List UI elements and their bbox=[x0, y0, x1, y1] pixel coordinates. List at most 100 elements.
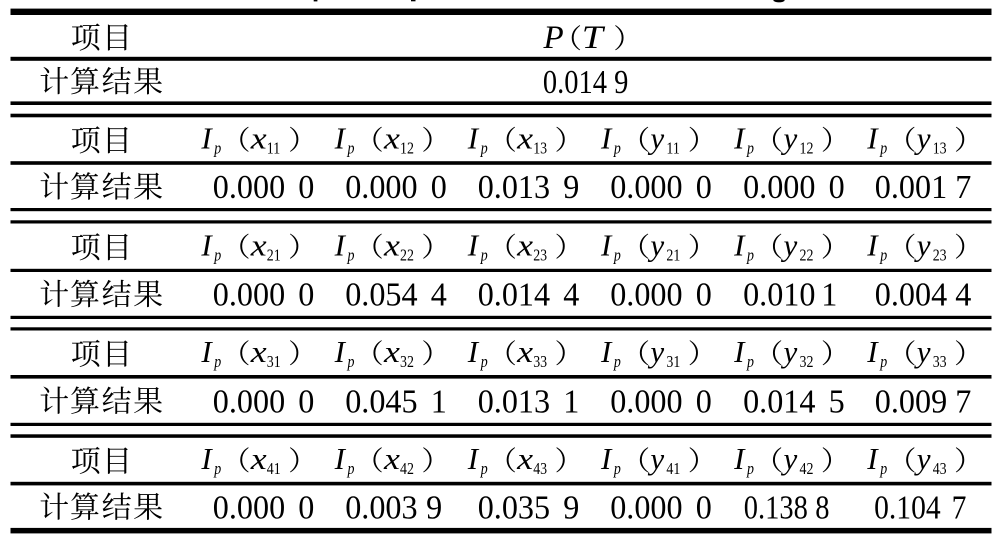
svg-text:y: y bbox=[914, 121, 931, 156]
svg-text:12: 12 bbox=[400, 139, 414, 158]
svg-text:p: p bbox=[879, 353, 887, 372]
svg-text:y: y bbox=[914, 441, 931, 476]
svg-text:x: x bbox=[383, 228, 400, 263]
svg-text:23: 23 bbox=[533, 246, 547, 265]
svg-text:I: I bbox=[200, 334, 213, 369]
svg-text:23: 23 bbox=[933, 246, 947, 265]
svg-text:x: x bbox=[383, 441, 400, 476]
svg-text:P: P bbox=[543, 20, 564, 56]
svg-text:p: p bbox=[879, 139, 887, 158]
svg-text:I: I bbox=[467, 121, 480, 156]
svg-text:I: I bbox=[733, 334, 746, 369]
svg-text:T: T bbox=[582, 20, 606, 56]
svg-text:p: p bbox=[613, 353, 621, 372]
svg-text:I: I bbox=[600, 121, 613, 156]
svg-text:p: p bbox=[613, 139, 621, 158]
svg-text:y: y bbox=[914, 228, 931, 263]
svg-text:I: I bbox=[334, 121, 347, 156]
svg-text:p: p bbox=[746, 353, 754, 372]
svg-text:p: p bbox=[213, 460, 221, 479]
svg-text:31: 31 bbox=[267, 353, 281, 372]
svg-text:p: p bbox=[613, 460, 621, 479]
svg-text:13: 13 bbox=[933, 139, 947, 158]
svg-text:22: 22 bbox=[400, 246, 414, 265]
svg-text:p: p bbox=[347, 246, 355, 265]
svg-text:I: I bbox=[200, 228, 213, 263]
svg-text:I: I bbox=[334, 334, 347, 369]
svg-text:p: p bbox=[480, 353, 488, 372]
svg-text:p: p bbox=[746, 460, 754, 479]
svg-text:p: p bbox=[347, 139, 355, 158]
svg-text:y: y bbox=[781, 121, 798, 156]
svg-text:y: y bbox=[647, 441, 664, 476]
svg-text:p: p bbox=[213, 353, 221, 372]
svg-text:p: p bbox=[213, 139, 221, 158]
svg-text:y: y bbox=[647, 334, 664, 369]
svg-text:I: I bbox=[334, 441, 347, 476]
svg-text:I: I bbox=[866, 334, 879, 369]
svg-text:I: I bbox=[733, 441, 746, 476]
svg-text:I: I bbox=[600, 228, 613, 263]
svg-text:11: 11 bbox=[267, 139, 280, 158]
svg-text:13: 13 bbox=[533, 139, 547, 158]
svg-text:I: I bbox=[467, 228, 480, 263]
svg-text:x: x bbox=[250, 121, 267, 156]
svg-text:p: p bbox=[879, 246, 887, 265]
svg-text:41: 41 bbox=[666, 460, 680, 479]
svg-text:32: 32 bbox=[400, 353, 414, 372]
svg-text:y: y bbox=[781, 441, 798, 476]
svg-text:31: 31 bbox=[666, 353, 680, 372]
svg-text:p: p bbox=[746, 139, 754, 158]
svg-text:x: x bbox=[516, 441, 533, 476]
svg-text:21: 21 bbox=[267, 246, 281, 265]
svg-text:32: 32 bbox=[800, 353, 814, 372]
svg-text:p: p bbox=[480, 139, 488, 158]
svg-text:21: 21 bbox=[666, 246, 680, 265]
svg-text:x: x bbox=[250, 334, 267, 369]
svg-text:I: I bbox=[334, 228, 347, 263]
svg-text:y: y bbox=[647, 121, 664, 156]
svg-text:I: I bbox=[600, 334, 613, 369]
svg-text:x: x bbox=[250, 228, 267, 263]
svg-text:I: I bbox=[200, 121, 213, 156]
svg-text:33: 33 bbox=[533, 353, 547, 372]
svg-text:I: I bbox=[467, 334, 480, 369]
svg-text:I: I bbox=[866, 121, 879, 156]
svg-text:43: 43 bbox=[933, 460, 947, 479]
svg-text:y: y bbox=[647, 228, 664, 263]
svg-text:x: x bbox=[516, 334, 533, 369]
svg-text:x: x bbox=[516, 228, 533, 263]
svg-text:43: 43 bbox=[533, 460, 547, 479]
svg-text:42: 42 bbox=[400, 460, 414, 479]
svg-text:p: p bbox=[746, 246, 754, 265]
svg-text:p: p bbox=[213, 246, 221, 265]
svg-text:x: x bbox=[516, 121, 533, 156]
svg-text:p: p bbox=[480, 460, 488, 479]
svg-text:y: y bbox=[781, 228, 798, 263]
svg-text:41: 41 bbox=[267, 460, 281, 479]
svg-text:11: 11 bbox=[666, 139, 679, 158]
svg-text:p: p bbox=[613, 246, 621, 265]
svg-text:I: I bbox=[866, 441, 879, 476]
svg-text:y: y bbox=[781, 334, 798, 369]
svg-text:12: 12 bbox=[800, 139, 814, 158]
